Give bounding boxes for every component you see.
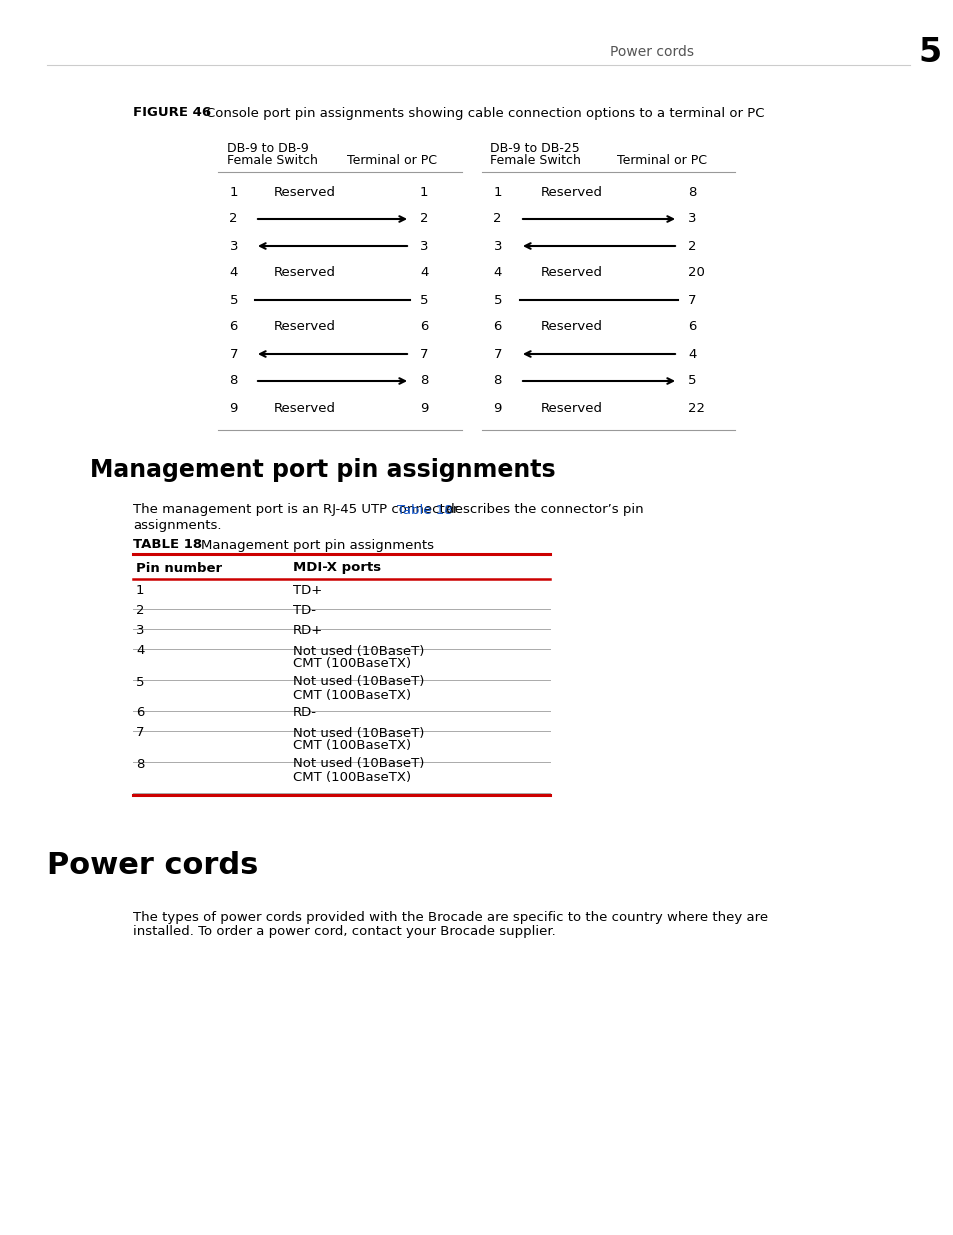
Text: Not used (10BaseT): Not used (10BaseT) <box>293 676 424 688</box>
Text: TABLE 18: TABLE 18 <box>132 538 202 552</box>
Text: 2: 2 <box>687 240 696 252</box>
Text: Reserved: Reserved <box>274 185 335 199</box>
Text: 7: 7 <box>230 347 237 361</box>
Text: 22: 22 <box>687 401 704 415</box>
Text: 1: 1 <box>493 185 501 199</box>
Text: MDI-X ports: MDI-X ports <box>293 562 381 574</box>
Text: 1: 1 <box>419 185 428 199</box>
Text: FIGURE 46: FIGURE 46 <box>132 106 211 120</box>
Text: installed. To order a power cord, contact your Brocade supplier.: installed. To order a power cord, contac… <box>132 925 556 939</box>
Text: CMT (100BaseTX): CMT (100BaseTX) <box>293 771 411 783</box>
Text: 3: 3 <box>493 240 501 252</box>
Text: 1: 1 <box>136 584 144 598</box>
Text: 2: 2 <box>419 212 428 226</box>
Text: 4: 4 <box>687 347 696 361</box>
Text: 9: 9 <box>230 401 237 415</box>
Text: Reserved: Reserved <box>540 267 602 279</box>
Text: 2: 2 <box>136 604 144 618</box>
Text: 6: 6 <box>419 321 428 333</box>
Text: DB-9 to DB-9: DB-9 to DB-9 <box>227 142 309 154</box>
Text: 5: 5 <box>136 676 144 688</box>
Text: 8: 8 <box>230 374 237 388</box>
Text: 5: 5 <box>493 294 501 306</box>
Text: Management port pin assignments: Management port pin assignments <box>90 458 555 482</box>
Text: Not used (10BaseT): Not used (10BaseT) <box>293 726 424 740</box>
Text: 8: 8 <box>136 757 144 771</box>
Text: 5: 5 <box>687 374 696 388</box>
Text: DB-9 to DB-25: DB-9 to DB-25 <box>490 142 579 154</box>
Text: 3: 3 <box>230 240 237 252</box>
Text: 9: 9 <box>493 401 501 415</box>
Text: 7: 7 <box>136 726 144 740</box>
Text: 3: 3 <box>136 625 144 637</box>
Text: Reserved: Reserved <box>274 321 335 333</box>
Text: 4: 4 <box>493 267 501 279</box>
Text: 5: 5 <box>419 294 428 306</box>
Text: Pin number: Pin number <box>136 562 222 574</box>
Text: 1: 1 <box>230 185 237 199</box>
Text: 2: 2 <box>230 212 237 226</box>
Text: 6: 6 <box>230 321 237 333</box>
Text: 3: 3 <box>419 240 428 252</box>
Text: Not used (10BaseT): Not used (10BaseT) <box>293 757 424 771</box>
Text: 9: 9 <box>419 401 428 415</box>
Text: 8: 8 <box>419 374 428 388</box>
Text: 6: 6 <box>136 706 144 720</box>
Text: 7: 7 <box>419 347 428 361</box>
Text: The types of power cords provided with the Brocade are specific to the country w: The types of power cords provided with t… <box>132 910 767 924</box>
Text: 7: 7 <box>493 347 501 361</box>
Text: Terminal or PC: Terminal or PC <box>347 154 436 168</box>
Text: 5: 5 <box>918 36 941 68</box>
Text: 5: 5 <box>230 294 237 306</box>
Text: Console port pin assignments showing cable connection options to a terminal or P: Console port pin assignments showing cab… <box>206 106 763 120</box>
Text: Power cords: Power cords <box>47 851 258 879</box>
Text: Terminal or PC: Terminal or PC <box>617 154 706 168</box>
Text: TD-: TD- <box>293 604 315 618</box>
Text: 4: 4 <box>136 645 144 657</box>
Text: Table 18: Table 18 <box>396 504 453 516</box>
Text: RD+: RD+ <box>293 625 323 637</box>
Text: Reserved: Reserved <box>274 401 335 415</box>
Text: 3: 3 <box>687 212 696 226</box>
Text: Reserved: Reserved <box>540 401 602 415</box>
Text: Power cords: Power cords <box>609 44 693 59</box>
Text: 6: 6 <box>687 321 696 333</box>
Text: describes the connector’s pin: describes the connector’s pin <box>441 504 643 516</box>
Text: RD-: RD- <box>293 706 316 720</box>
Text: CMT (100BaseTX): CMT (100BaseTX) <box>293 740 411 752</box>
Text: 7: 7 <box>687 294 696 306</box>
Text: 8: 8 <box>687 185 696 199</box>
Text: 4: 4 <box>419 267 428 279</box>
Text: Reserved: Reserved <box>540 185 602 199</box>
Text: 6: 6 <box>493 321 501 333</box>
Text: Female Switch: Female Switch <box>490 154 580 168</box>
Text: TD+: TD+ <box>293 584 322 598</box>
Text: The management port is an RJ-45 UTP connector.: The management port is an RJ-45 UTP conn… <box>132 504 465 516</box>
Text: assignments.: assignments. <box>132 520 221 532</box>
Text: Female Switch: Female Switch <box>227 154 317 168</box>
Text: 4: 4 <box>230 267 237 279</box>
Text: 2: 2 <box>493 212 501 226</box>
Text: Reserved: Reserved <box>274 267 335 279</box>
Text: CMT (100BaseTX): CMT (100BaseTX) <box>293 657 411 671</box>
Text: Reserved: Reserved <box>540 321 602 333</box>
Text: 20: 20 <box>687 267 704 279</box>
Text: 8: 8 <box>493 374 501 388</box>
Text: Not used (10BaseT): Not used (10BaseT) <box>293 645 424 657</box>
Text: CMT (100BaseTX): CMT (100BaseTX) <box>293 688 411 701</box>
Text: Management port pin assignments: Management port pin assignments <box>201 538 434 552</box>
